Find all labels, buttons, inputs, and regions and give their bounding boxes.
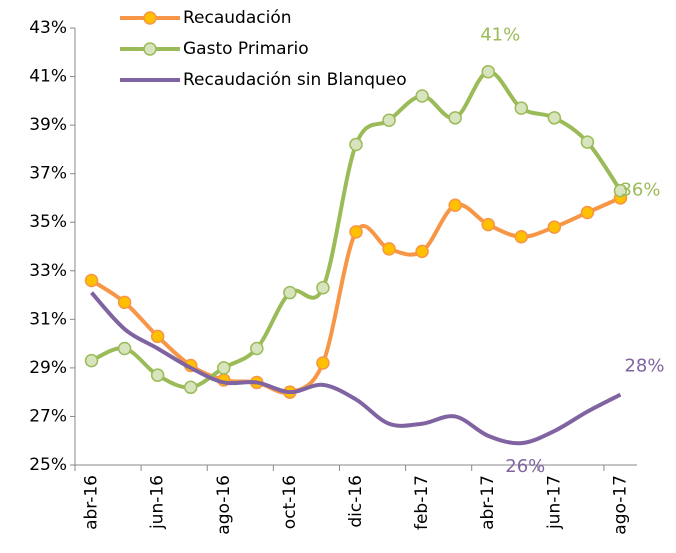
y-tick-label: 43% — [29, 18, 67, 38]
marker — [580, 205, 595, 220]
marker — [547, 111, 562, 125]
marker — [481, 64, 495, 79]
y-tick-label: 29% — [29, 358, 67, 378]
marker — [283, 285, 297, 300]
x-tick-label: jun-16 — [148, 475, 168, 530]
marker — [382, 113, 396, 128]
x-tick-label: ago-16 — [214, 475, 234, 535]
marker — [150, 368, 165, 382]
x-tick-label: feb-17 — [412, 475, 432, 530]
x-tick-label: jun-17 — [544, 475, 564, 530]
data-label: 36% — [620, 180, 660, 201]
legend-label: Recaudación sin Blanqueo — [183, 70, 407, 90]
y-tick-label: 35% — [29, 212, 67, 232]
marker — [448, 111, 462, 125]
legend-marker — [143, 11, 157, 25]
marker — [481, 217, 495, 232]
y-tick-label: 41% — [29, 67, 67, 87]
marker — [415, 244, 429, 259]
marker — [117, 295, 132, 310]
marker — [349, 225, 363, 239]
marker — [349, 137, 363, 152]
data-label: 26% — [505, 456, 545, 477]
marker — [316, 281, 330, 295]
marker — [448, 198, 462, 212]
marker — [415, 89, 429, 103]
x-tick-label: ago-17 — [610, 475, 630, 535]
legend-label: Gasto Primario — [183, 39, 309, 59]
data-label: 28% — [624, 356, 664, 377]
marker — [382, 242, 396, 256]
x-tick-label: oct-16 — [280, 475, 300, 529]
marker — [250, 341, 264, 356]
marker — [580, 135, 595, 149]
y-tick-label: 27% — [29, 406, 67, 426]
marker — [217, 361, 231, 375]
y-tick-label: 31% — [29, 309, 67, 329]
marker — [84, 353, 99, 368]
marker — [150, 329, 165, 344]
y-tick-label: 37% — [29, 164, 67, 184]
x-tick-label: abr-16 — [82, 475, 102, 530]
x-tick-label: abr-17 — [478, 475, 498, 530]
data-label: 41% — [480, 25, 520, 46]
y-tick-label: 33% — [29, 261, 67, 281]
series-line — [90, 291, 622, 446]
marker — [514, 230, 529, 244]
legend-label: Recaudación — [183, 8, 292, 28]
marker — [613, 183, 628, 198]
marker — [84, 273, 99, 288]
y-tick-label: 25% — [29, 455, 67, 475]
marker — [316, 356, 330, 370]
y-tick-label: 39% — [29, 115, 67, 135]
marker — [514, 101, 529, 115]
legend-marker — [143, 42, 157, 56]
marker — [547, 220, 562, 234]
marker — [117, 341, 132, 356]
x-tick-label: dic-16 — [346, 475, 366, 528]
marker — [183, 380, 198, 395]
